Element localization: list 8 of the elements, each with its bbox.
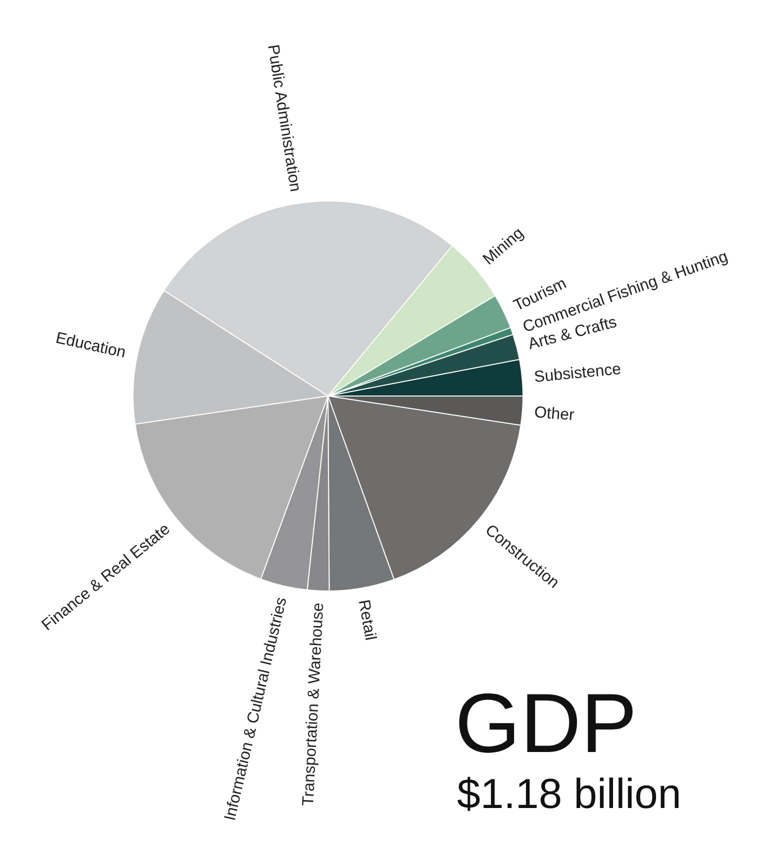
text: $1.18 billion [457,770,682,817]
slice-label: Education [54,330,128,362]
slice-label: Public Administration [264,44,304,193]
slice-label: Retail [354,598,379,642]
slice-label: Other [534,404,576,424]
slice-label: Subsistence [533,360,622,386]
slice-label: Transportation & Warehouse [300,602,328,806]
text: GDP [455,676,638,770]
